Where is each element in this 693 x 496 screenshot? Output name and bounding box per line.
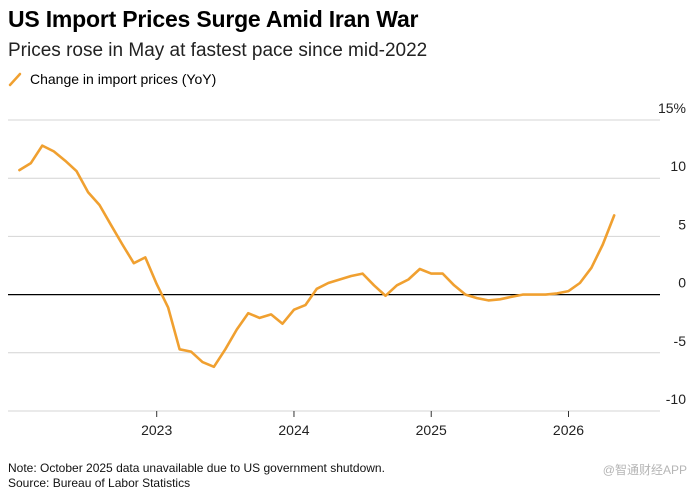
x-tick-label: 2026 bbox=[553, 422, 584, 438]
chart-title: US Import Prices Surge Amid Iran War bbox=[8, 6, 419, 32]
series-line bbox=[18, 144, 616, 369]
series-layer bbox=[18, 144, 616, 369]
y-tick-label: 0 bbox=[678, 275, 686, 291]
x-tick-label: 2023 bbox=[141, 422, 172, 438]
y-tick-label: -10 bbox=[666, 391, 686, 407]
legend-line-icon bbox=[8, 72, 22, 87]
y-tick-label: 10 bbox=[670, 158, 686, 174]
y-tick-label: -5 bbox=[674, 333, 687, 349]
footnote-note: Note: October 2025 data unavailable due … bbox=[8, 461, 385, 475]
y-tick-label: 5 bbox=[678, 216, 686, 232]
footnote: Note: October 2025 data unavailable due … bbox=[8, 461, 385, 491]
grid-lines bbox=[8, 119, 660, 412]
legend: Change in import prices (YoY) bbox=[8, 71, 216, 87]
chart-subtitle: Prices rose in May at fastest pace since… bbox=[8, 40, 428, 61]
footnote-source: Source: Bureau of Labor Statistics bbox=[8, 476, 191, 490]
x-tick-label: 2025 bbox=[416, 422, 447, 438]
y-tick-label: 15% bbox=[658, 100, 686, 116]
x-tick-label: 2024 bbox=[278, 422, 309, 438]
y-axis: 15% 10 5 0 -5 -10 bbox=[658, 100, 686, 407]
x-axis: 2023 2024 2025 2026 bbox=[141, 411, 584, 438]
legend-label: Change in import prices (YoY) bbox=[30, 71, 217, 87]
watermark: @智通财经APP bbox=[602, 463, 687, 477]
